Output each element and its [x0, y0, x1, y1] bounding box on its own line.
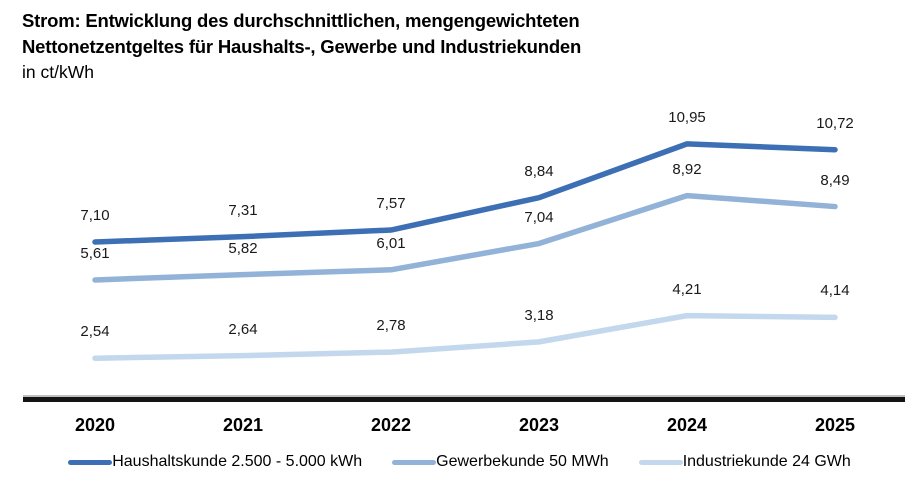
data-label-series2-2020: 2,54: [80, 323, 110, 341]
data-label-series2-2025: 4,14: [820, 282, 850, 300]
legend: Haushaltskunde 2.500 - 5.000 kWh Gewerbek…: [0, 453, 919, 471]
chart-title-line-2: Nettonetzentgeltes für Haushalts-, Gewer…: [22, 36, 582, 57]
data-label-series1-2023: 7,04: [524, 208, 554, 226]
series-line-1: [92, 192, 838, 283]
chart-header: Strom: Entwicklung des durchschnittliche…: [22, 8, 581, 85]
chart-unit-label: in ct/kWh: [22, 62, 94, 82]
x-axis-label-2025: 2025: [814, 415, 856, 435]
data-label-series1-2024: 8,92: [672, 160, 702, 178]
data-label-series0-2021: 7,31: [228, 201, 258, 219]
x-axis-label-2022: 2022: [370, 415, 412, 435]
data-label-series0-2020: 7,10: [80, 206, 110, 224]
data-label-series0-2022: 7,57: [376, 195, 406, 212]
data-label-series1-2022: 6,01: [376, 234, 406, 252]
data-label-series2-2022: 2,78: [376, 317, 406, 335]
data-label-series2-2021: 2,64: [228, 320, 258, 338]
legend-swatch-1: [392, 459, 437, 465]
data-label-series0-2024: 10,95: [668, 108, 706, 126]
legend-label-0: Haushaltskunde 2.500 - 5.000 kWh: [112, 453, 363, 470]
legend-label-1: Gewerbekunde 50 MWh: [436, 453, 609, 470]
legend-item-1: Gewerbekunde 50 MWh: [392, 453, 609, 471]
data-label-series1-2025: 8,49: [820, 171, 850, 189]
data-label-series1-2021: 5,82: [228, 239, 258, 257]
series-line-0: [92, 141, 838, 245]
data-label-series2-2023: 3,18: [524, 306, 554, 324]
legend-item-0: Haushaltskunde 2.500 - 5.000 kWh: [68, 453, 362, 471]
legend-label-2: Industriekunde 24 GWh: [682, 453, 851, 470]
x-axis-label-2024: 2024: [666, 415, 708, 435]
data-label-series2-2024: 4,21: [672, 280, 702, 298]
legend-item-2: Industriekunde 24 GWh: [638, 453, 851, 471]
chart-title-line-1: Strom: Entwicklung des durchschnittliche…: [22, 10, 580, 31]
data-label-series0-2025: 10,72: [816, 114, 854, 132]
series-line-2: [92, 312, 838, 361]
legend-swatch-2: [638, 459, 683, 465]
x-axis-label-2023: 2023: [518, 415, 560, 435]
x-axis-line: [23, 395, 905, 402]
data-label-series0-2023: 8,84: [524, 162, 554, 180]
data-label-series1-2020: 5,61: [80, 244, 110, 262]
x-axis-label-2020: 2020: [74, 415, 116, 435]
x-axis-label-2021: 2021: [222, 415, 264, 435]
legend-swatch-0: [68, 459, 113, 465]
